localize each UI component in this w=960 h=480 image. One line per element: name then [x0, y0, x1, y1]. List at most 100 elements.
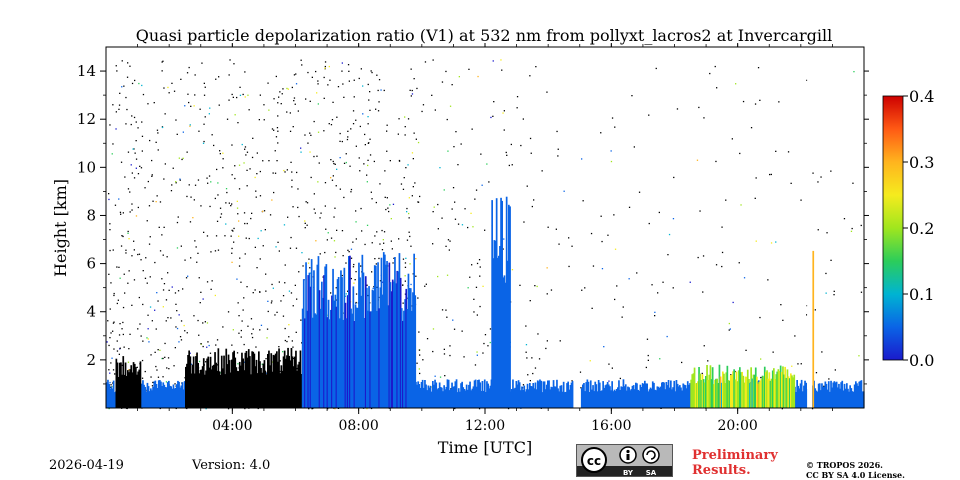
feature-cell — [382, 252, 385, 408]
noise-speck — [568, 237, 570, 239]
noise-speck — [800, 199, 802, 201]
noise-speck — [110, 362, 112, 364]
feature-cell — [397, 271, 400, 408]
feature-cell — [163, 384, 166, 408]
feature-cell — [181, 382, 184, 408]
noise-speck — [310, 134, 312, 136]
noise-speck — [277, 241, 279, 243]
noise-speck — [155, 328, 157, 330]
feature-cell — [127, 370, 129, 408]
feature-cell — [486, 381, 488, 408]
noise-speck — [335, 287, 337, 289]
feature-cell — [390, 291, 393, 408]
noise-speck — [290, 292, 293, 294]
feature-cell — [288, 355, 290, 408]
noise-speck — [219, 216, 222, 218]
feature-cell — [641, 383, 644, 408]
feature-cell — [307, 275, 310, 408]
feature-cell — [580, 388, 583, 408]
noise-speck — [251, 333, 253, 335]
noise-speck — [316, 92, 318, 94]
noise-speck — [118, 198, 120, 200]
noise-speck — [189, 125, 191, 127]
noise-speck — [162, 254, 164, 256]
feature-cell — [363, 318, 366, 408]
noise-speck — [738, 262, 740, 264]
feature-cell — [133, 363, 136, 408]
noise-speck — [532, 372, 534, 375]
noise-speck — [371, 242, 373, 244]
noise-speck — [853, 71, 855, 73]
noise-speck — [113, 321, 115, 323]
noise-speck — [265, 290, 267, 292]
noise-speck — [199, 302, 201, 304]
noise-speck — [291, 179, 293, 181]
noise-speck — [823, 385, 825, 387]
feature-cell — [285, 358, 287, 408]
noise-speck — [411, 93, 414, 95]
noise-speck — [311, 76, 313, 78]
noise-speck — [278, 346, 280, 348]
noise-speck — [500, 59, 502, 61]
noise-speck — [479, 266, 481, 268]
noise-speck — [342, 255, 344, 257]
noise-speck — [148, 243, 151, 245]
feature-cell — [614, 390, 617, 408]
feature-cell — [592, 385, 594, 408]
noise-speck — [175, 326, 177, 328]
feature-cell — [425, 384, 427, 408]
noise-speck — [411, 89, 413, 92]
noise-speck — [336, 168, 338, 170]
noise-speck — [366, 224, 369, 226]
noise-speck — [133, 240, 135, 242]
noise-speck — [821, 351, 823, 353]
noise-speck — [304, 220, 306, 222]
cc-license-badge[interactable]: cc BY SA — [576, 444, 673, 477]
noise-speck — [204, 86, 206, 88]
noise-speck — [424, 61, 427, 63]
noise-speck — [197, 319, 199, 322]
feature-cell — [265, 374, 268, 408]
x-tick-label: 20:00 — [717, 418, 757, 434]
noise-speck — [479, 275, 481, 277]
noise-speck — [406, 207, 408, 210]
noise-speck — [369, 91, 371, 93]
noise-speck — [162, 306, 164, 308]
feature-cell — [375, 265, 377, 408]
noise-speck — [558, 243, 560, 245]
feature-cell — [508, 204, 510, 408]
noise-speck — [383, 231, 386, 233]
noise-speck — [791, 365, 793, 367]
feature-cell — [637, 389, 639, 408]
noise-speck — [125, 96, 127, 99]
noise-speck — [461, 330, 463, 332]
noise-speck — [815, 372, 818, 374]
feature-cell — [675, 380, 678, 408]
noise-speck — [322, 276, 324, 278]
noise-speck — [295, 83, 298, 85]
noise-speck — [445, 70, 447, 73]
noise-speck — [296, 298, 298, 300]
noise-speck — [714, 65, 716, 68]
noise-speck — [255, 190, 257, 192]
noise-speck — [164, 342, 166, 345]
feature-cell — [488, 388, 491, 408]
noise-speck — [673, 176, 675, 179]
feature-cell — [256, 373, 259, 408]
noise-speck — [375, 263, 377, 265]
noise-speck — [286, 169, 288, 171]
feature-cell — [560, 385, 563, 408]
noise-speck — [295, 247, 298, 249]
feature-cell — [202, 358, 205, 408]
feature-cell — [736, 381, 739, 408]
feature-cell — [861, 391, 864, 408]
noise-speck — [141, 377, 144, 379]
feature-cell — [227, 354, 230, 408]
noise-speck — [843, 218, 846, 220]
feature-cell — [718, 364, 721, 408]
noise-speck — [127, 151, 130, 153]
noise-speck — [254, 289, 256, 291]
noise-speck — [207, 182, 209, 184]
noise-speck — [137, 328, 139, 330]
noise-speck — [122, 306, 125, 309]
